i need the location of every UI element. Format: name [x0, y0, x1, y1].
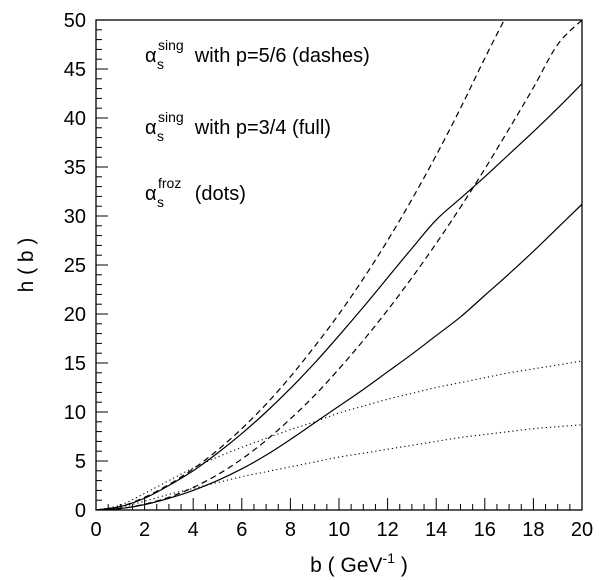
- y-tick-label: 10: [64, 402, 86, 424]
- x-tick-label: 10: [328, 519, 350, 541]
- series-dotted-line-6: [96, 424, 582, 510]
- y-tick-label: 50: [64, 10, 86, 32]
- x-tick-label: 12: [376, 519, 398, 541]
- y-tick-label: 35: [64, 157, 86, 179]
- y-tick-label: 30: [64, 206, 86, 228]
- x-tick-label: 20: [571, 519, 593, 541]
- svg-text:αsfroz (dots): αsfroz (dots): [145, 175, 246, 210]
- series-dotted-line-5: [96, 360, 582, 510]
- legend-entry-2: αssing with p=3/4 (full): [145, 109, 331, 144]
- x-tick-label: 16: [474, 519, 496, 541]
- plot-frame: [95, 19, 583, 511]
- x-tick-label: 4: [188, 519, 199, 541]
- x-tick-label: 6: [236, 519, 247, 541]
- series-dashed-line-1: [96, 20, 505, 510]
- svg-text:αssing with p=3/4 (full): αssing with p=3/4 (full): [145, 109, 331, 144]
- y-tick-label: 15: [64, 353, 86, 375]
- series-solid-line-3: [96, 83, 582, 510]
- x-axis-label: b ( GeV-1 ): [310, 550, 408, 577]
- y-tick-label: 25: [64, 255, 86, 277]
- series-dashed-line-2: [96, 20, 582, 510]
- y-tick-label: 20: [64, 304, 86, 326]
- y-tick-label: 0: [75, 500, 86, 522]
- y-axis-label: h ( b ): [15, 238, 38, 293]
- x-tick-label: 8: [285, 519, 296, 541]
- x-tick-label: 0: [90, 519, 101, 541]
- svg-text:αssing with p=5/6 (dashes): αssing with p=5/6 (dashes): [145, 37, 370, 72]
- legend-entry-1: αssing with p=5/6 (dashes): [145, 37, 370, 72]
- x-tick-label: 18: [522, 519, 544, 541]
- legend-entry-3: αsfroz (dots): [145, 175, 246, 210]
- series-solid-line-4: [96, 203, 582, 510]
- y-tick-label: 45: [64, 59, 86, 81]
- x-tick-label: 14: [425, 519, 447, 541]
- x-tick-label: 2: [139, 519, 150, 541]
- y-tick-label: 40: [64, 108, 86, 130]
- y-tick-label: 5: [75, 451, 86, 473]
